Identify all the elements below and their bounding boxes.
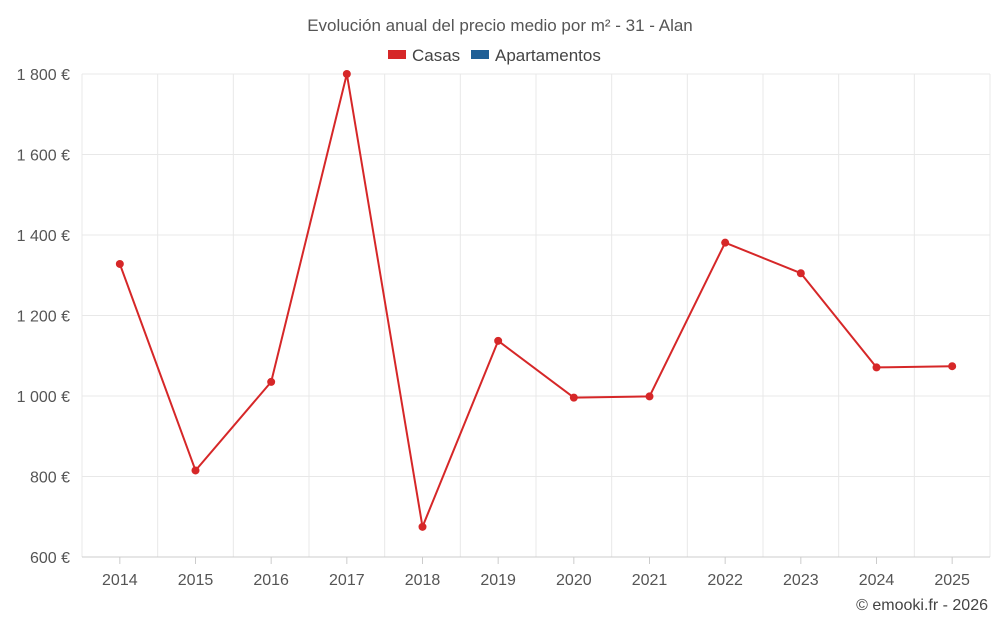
legend-label-apartamentos[interactable]: Apartamentos bbox=[495, 46, 601, 65]
data-point[interactable] bbox=[418, 522, 427, 531]
y-tick-label: 1 000 € bbox=[17, 389, 70, 406]
data-point[interactable] bbox=[342, 70, 351, 78]
data-point[interactable] bbox=[267, 377, 276, 386]
series-casas bbox=[115, 70, 957, 531]
data-point[interactable] bbox=[569, 393, 578, 402]
y-tick-label: 600 € bbox=[30, 550, 70, 567]
series-line bbox=[118, 73, 953, 528]
x-tick-label: 2019 bbox=[480, 572, 516, 589]
y-tick-label: 1 400 € bbox=[17, 228, 70, 245]
data-point[interactable] bbox=[721, 238, 730, 247]
x-tick-label: 2018 bbox=[405, 572, 441, 589]
x-axis-labels: 2014 2015 2016 2017 2018 2019 2020 2021 2022 2023… bbox=[102, 557, 970, 589]
y-tick-label: 1 800 € bbox=[17, 67, 70, 84]
x-tick-label: 2016 bbox=[253, 572, 289, 589]
legend-swatch-casas[interactable] bbox=[388, 50, 406, 59]
data-point[interactable] bbox=[872, 363, 881, 372]
x-tick-label: 2014 bbox=[102, 572, 138, 589]
legend-label-casas[interactable]: Casas bbox=[412, 46, 460, 65]
y-axis-labels: 600 € 800 € 1 000 € 1 200 € 1 400 € 1 600 € 1 … bbox=[17, 67, 70, 567]
legend: Casas Apartamentos bbox=[388, 46, 601, 65]
x-tick-label: 2023 bbox=[783, 572, 819, 589]
x-tick-label: 2024 bbox=[859, 572, 895, 589]
legend-swatch-apartamentos[interactable] bbox=[471, 50, 489, 59]
x-tick-label: 2017 bbox=[329, 572, 365, 589]
data-point[interactable] bbox=[494, 336, 503, 345]
data-point[interactable] bbox=[191, 466, 200, 475]
y-tick-label: 800 € bbox=[30, 470, 70, 487]
data-point[interactable] bbox=[645, 392, 654, 401]
y-tick-label: 1 600 € bbox=[17, 148, 70, 165]
x-tick-label: 2020 bbox=[556, 572, 592, 589]
chart-title: Evolución anual del precio medio por m² … bbox=[307, 16, 693, 35]
x-tick-label: 2025 bbox=[934, 572, 970, 589]
y-tick-label: 1 200 € bbox=[17, 309, 70, 326]
data-point[interactable] bbox=[796, 269, 805, 278]
x-tick-label: 2022 bbox=[707, 572, 743, 589]
x-tick-label: 2015 bbox=[178, 572, 214, 589]
data-point[interactable] bbox=[948, 362, 957, 371]
x-tick-label: 2021 bbox=[632, 572, 668, 589]
credit-text: © emooki.fr - 2026 bbox=[856, 597, 988, 614]
data-point[interactable] bbox=[115, 259, 124, 268]
